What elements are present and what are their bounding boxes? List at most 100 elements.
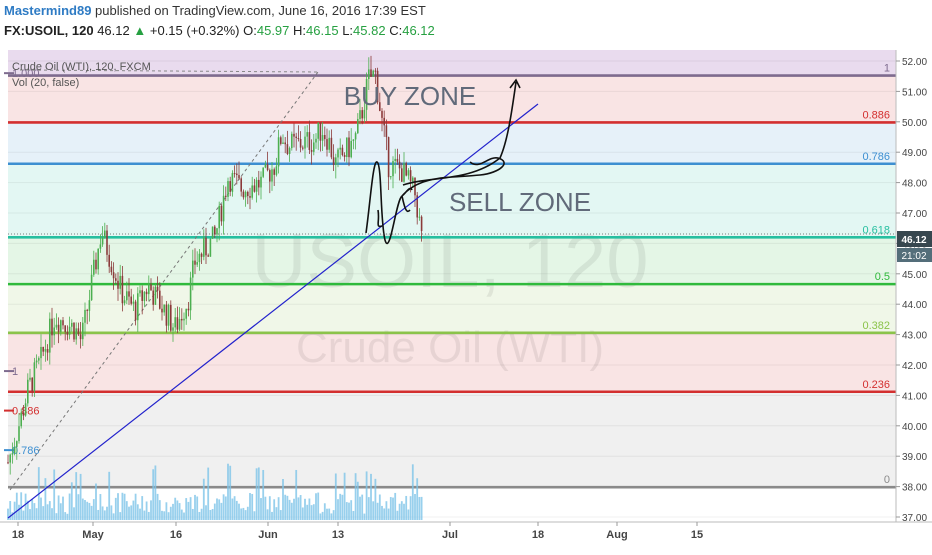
- volume-bar: [64, 512, 67, 520]
- candle-body: [315, 138, 317, 143]
- candle-body: [53, 327, 55, 336]
- countdown-value: 21:02: [901, 251, 926, 262]
- candle-body: [99, 244, 102, 249]
- candle-body: [7, 462, 9, 464]
- candle-body: [266, 164, 269, 171]
- volume-bar: [301, 507, 304, 520]
- trendline[interactable]: [7, 103, 539, 519]
- volume-bar: [394, 492, 397, 520]
- candle-body: [101, 237, 104, 245]
- candle-body: [291, 133, 293, 149]
- price-chart[interactable]: USOIL, 120 Crude Oil (WTI) 0 0.236 0.382 0.…: [0, 44, 932, 550]
- candle-body: [93, 259, 95, 275]
- candle-body: [372, 70, 374, 77]
- volume-bar: [106, 506, 108, 520]
- volume-bar: [275, 507, 278, 520]
- candle-body: [240, 178, 242, 192]
- volume-bar: [79, 473, 82, 520]
- volume-bar: [141, 496, 144, 520]
- candle-body: [196, 262, 198, 265]
- published-text: published on TradingView.com, June 16, 2…: [91, 3, 426, 18]
- candle-body: [253, 185, 256, 192]
- volume-bar: [260, 498, 262, 520]
- volume-bar: [11, 512, 14, 520]
- chart-area[interactable]: USOIL, 120 Crude Oil (WTI) 0 0.236 0.382 0.…: [0, 44, 932, 550]
- volume-bar: [317, 492, 320, 520]
- volume-bar: [55, 513, 58, 520]
- price-tick-label: 40.00: [902, 422, 927, 433]
- volume-bar: [42, 506, 45, 520]
- candle-body: [55, 324, 58, 328]
- publish-line: Mastermind89 published on TradingView.co…: [4, 3, 426, 18]
- volume-bar: [31, 499, 34, 520]
- candle-body: [181, 318, 183, 321]
- volume-bar: [70, 482, 73, 520]
- volume-bar: [57, 495, 60, 520]
- volume-bar: [154, 465, 157, 520]
- high-label: H:: [293, 23, 307, 38]
- time-axis[interactable]: 18 May 16 Jun 13 Jul 18 Aug 15: [12, 522, 703, 541]
- volume-bar: [224, 496, 227, 520]
- volume-bar: [328, 508, 331, 520]
- candle-body: [163, 304, 165, 313]
- volume-bar: [88, 502, 91, 520]
- time-tick-label: Jun: [258, 529, 278, 541]
- price-tick-label: 48.00: [902, 179, 927, 190]
- close-value: 46.12: [402, 23, 435, 38]
- volume-bar: [372, 501, 375, 520]
- volume-bar: [257, 467, 260, 520]
- candle-body: [370, 69, 372, 77]
- volume-bar: [143, 510, 146, 520]
- candle-body: [38, 358, 40, 361]
- volume-bar: [365, 471, 368, 520]
- volume-bar: [66, 513, 69, 520]
- hand-drawn-projection: [365, 78, 521, 245]
- candle-body: [119, 275, 121, 289]
- volume-bar: [51, 508, 53, 520]
- volume-bar: [114, 497, 117, 520]
- candle-body: [295, 136, 297, 139]
- volume-bar: [7, 508, 9, 520]
- candle-body: [359, 110, 361, 119]
- candle-body: [161, 308, 163, 313]
- volume-bar: [46, 504, 49, 520]
- candle-body: [398, 161, 401, 169]
- candle-body: [324, 135, 326, 140]
- volume-bar: [400, 501, 403, 520]
- buy-zone-label: BUY ZONE: [344, 81, 476, 111]
- volume-bar: [183, 512, 185, 520]
- candle-body: [115, 278, 117, 281]
- fib-anchor-dashed-diagonal: [9, 71, 319, 491]
- volume-bar: [172, 503, 174, 520]
- candle-body: [24, 403, 27, 416]
- candle-body: [363, 109, 366, 119]
- open-value: 45.97: [256, 23, 290, 38]
- fib-label: 0.382: [862, 320, 890, 332]
- candle-body: [365, 79, 368, 110]
- volume-bar: [62, 496, 64, 520]
- volume-bar: [213, 503, 216, 520]
- volume-bar: [169, 506, 172, 520]
- volume-bar: [253, 511, 256, 520]
- price-tick-label: 47.00: [902, 209, 927, 220]
- candle-body: [273, 169, 275, 175]
- volume-bar: [152, 469, 155, 520]
- volume-bar: [295, 469, 298, 520]
- candle-body: [420, 216, 423, 232]
- volume-bar: [207, 467, 210, 520]
- candle-body: [123, 300, 126, 304]
- candle-body: [159, 290, 161, 309]
- volume-bar: [414, 493, 416, 520]
- candle-body: [60, 320, 62, 332]
- candle-body: [317, 122, 319, 139]
- candle-body: [392, 161, 394, 177]
- volume-bar: [125, 501, 128, 520]
- volume-bar: [136, 504, 139, 520]
- volume-bar: [383, 508, 386, 520]
- volume-bar: [246, 506, 249, 520]
- author-link[interactable]: Mastermind89: [4, 3, 92, 18]
- time-tick-label: 13: [332, 529, 344, 541]
- volume-bar: [262, 469, 265, 520]
- series-legend: Crude Oil (WTI), 120, FXCM: [12, 61, 151, 73]
- candle-body: [207, 255, 209, 257]
